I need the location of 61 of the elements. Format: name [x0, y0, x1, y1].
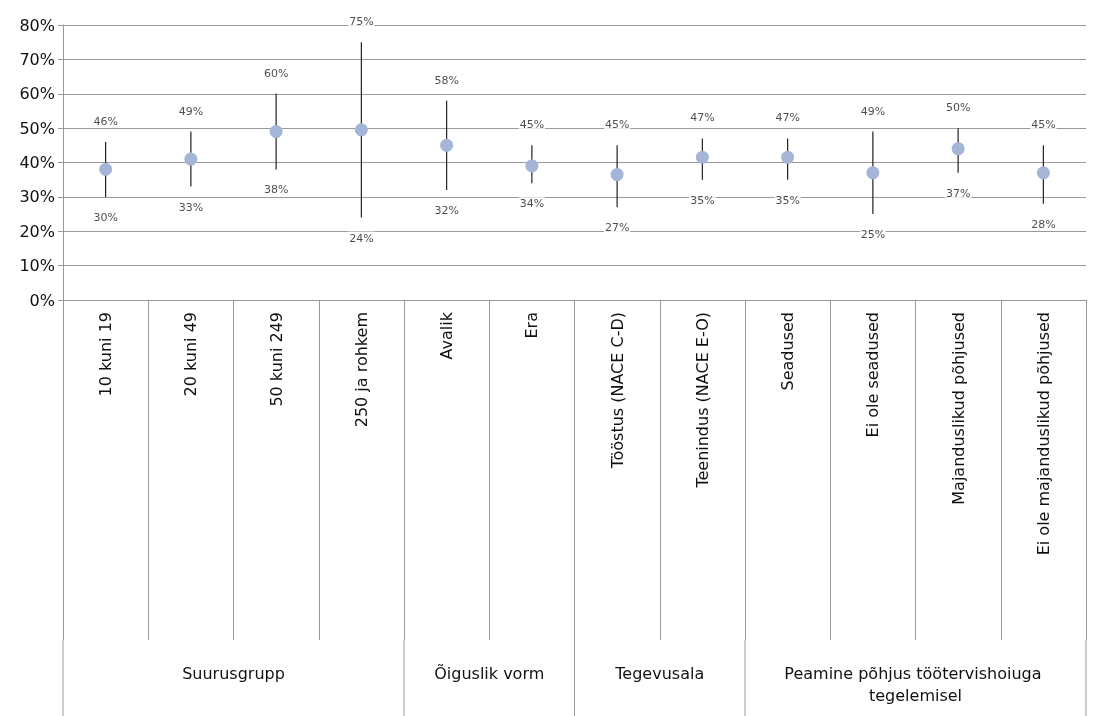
- point: [951, 142, 965, 156]
- x-tick-label: Majanduslikud põhjused: [948, 312, 968, 505]
- annotation: 58%: [434, 73, 459, 87]
- annotation: 37%: [945, 186, 971, 200]
- y-tick-label: 60%: [19, 84, 55, 104]
- x-tick-label: 250 ja rohkem: [351, 312, 371, 428]
- annotation: 75%: [349, 15, 374, 29]
- annotation: 45%: [604, 118, 630, 132]
- y-tick-label: 10%: [19, 256, 55, 276]
- x-tick-label: Avalik: [437, 311, 457, 360]
- text: Peamine põhjus töötervishoiuga tegelemisel: [784, 663, 1047, 705]
- annotation: 25%: [860, 228, 886, 242]
- point: [1036, 166, 1050, 180]
- annotation: 32%: [434, 204, 459, 217]
- annotation: 49%: [860, 104, 886, 118]
- annotation: 35%: [775, 193, 800, 207]
- x-tick-label: Seadused: [778, 312, 798, 391]
- y-tick-label: 30%: [19, 187, 55, 207]
- annotation: 34%: [519, 197, 545, 211]
- point: [525, 159, 539, 173]
- y-tick-label: 20%: [19, 221, 55, 241]
- point: [184, 152, 198, 166]
- point: [99, 162, 113, 176]
- point: [781, 150, 795, 164]
- text: Suurusgrupp: [182, 663, 285, 683]
- annotation: 49%: [178, 104, 204, 118]
- point: [354, 123, 368, 137]
- x-tick-label: 10 kuni 19: [96, 312, 116, 397]
- annotation: 27%: [604, 221, 630, 235]
- annotation: 45%: [1031, 118, 1056, 132]
- annotation: 30%: [93, 210, 118, 224]
- point: [440, 138, 454, 152]
- point: [695, 150, 709, 164]
- annotation: 47%: [690, 111, 715, 125]
- annotation: 47%: [775, 111, 800, 125]
- x-tick-label: Ei ole seadused: [863, 312, 883, 438]
- y-tick-label: 80%: [19, 15, 55, 35]
- x-tick-label: Era: [522, 312, 542, 339]
- annotation: 35%: [690, 193, 715, 207]
- x-tick-label: 50 kuni 249: [266, 312, 286, 407]
- annotation: 28%: [1031, 217, 1056, 231]
- annotation: 24%: [349, 231, 374, 245]
- annotation: 33%: [178, 200, 204, 214]
- x-tick-label: Teenindus (NACE E-O): [692, 312, 712, 489]
- x-tick-label: Ei ole majanduslikud põhjused: [1033, 312, 1053, 556]
- point: [269, 125, 283, 139]
- x-tick-label: 20 kuni 49: [181, 312, 201, 397]
- text: Õiguslik vorm: [434, 663, 545, 683]
- point: [610, 168, 624, 182]
- x-tick-label: Tööstus (NACE C-D): [607, 312, 627, 470]
- annotation: 60%: [263, 66, 289, 80]
- y-tick-label: 70%: [19, 49, 55, 69]
- text: Tegevusala: [614, 663, 705, 683]
- point: [866, 166, 880, 180]
- y-tick-label: 50%: [19, 118, 55, 138]
- annotation: 46%: [93, 114, 118, 128]
- y-tick-label: 0%: [29, 290, 55, 310]
- y-tick-label: 40%: [19, 153, 55, 172]
- annotation: 50%: [945, 101, 971, 115]
- annotation: 45%: [519, 118, 545, 132]
- annotation: 38%: [263, 183, 289, 197]
